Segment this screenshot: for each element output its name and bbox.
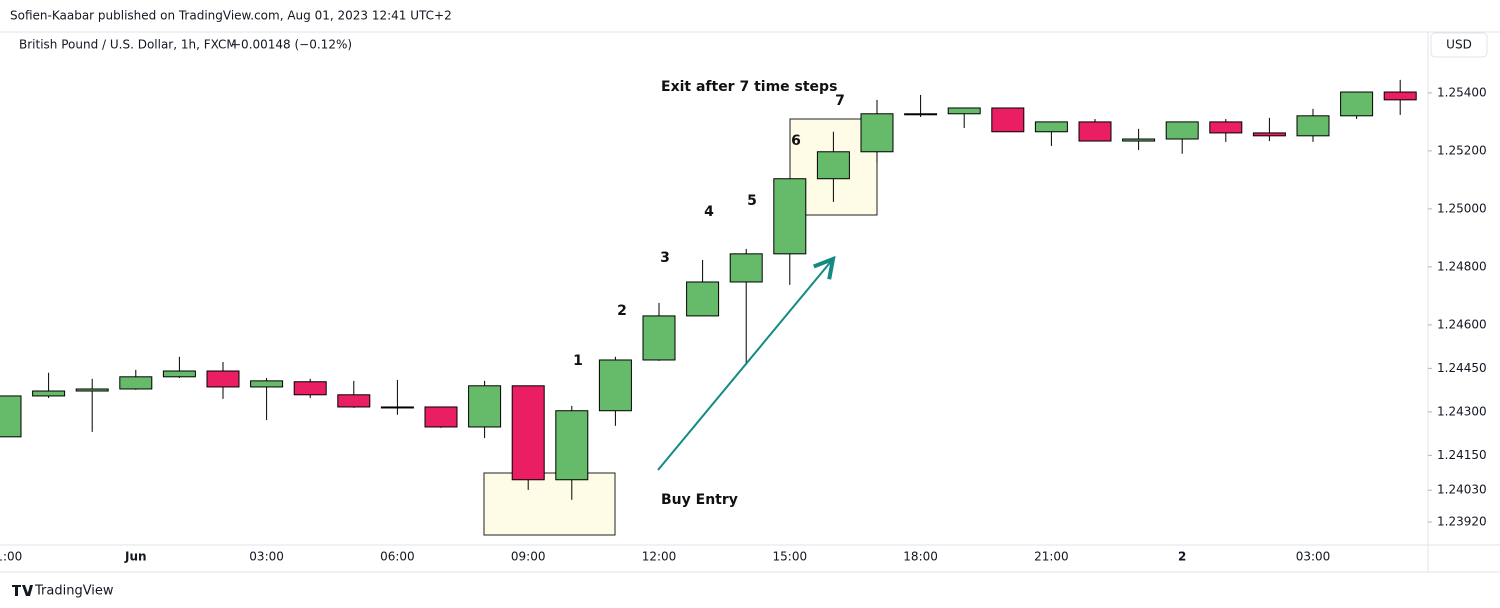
change: −0.00148 (−0.12%) xyxy=(231,38,352,52)
x-tick-label: 12:00 xyxy=(642,550,677,564)
candle-body xyxy=(32,390,66,397)
candle-body xyxy=(773,178,807,255)
candle-body xyxy=(162,370,196,378)
candle-body xyxy=(1296,115,1330,137)
x-tick-label: 21:00 xyxy=(0,550,22,564)
annotation: 1 xyxy=(573,353,583,369)
y-tick-label: 1.24450 xyxy=(1437,361,1487,375)
annotation: 4 xyxy=(704,204,714,220)
candle-body xyxy=(1034,121,1068,133)
x-tick-label: 03:00 xyxy=(1296,550,1331,564)
candle-body xyxy=(380,406,414,409)
entry-box xyxy=(483,472,616,536)
logo xyxy=(12,585,33,596)
candle-body xyxy=(947,107,981,115)
arrow xyxy=(657,259,833,471)
y-tick-label: 1.25200 xyxy=(1437,143,1487,157)
candle-body xyxy=(424,406,458,428)
candle-body xyxy=(860,113,894,153)
symbol: British Pound / U.S. Dollar, 1h, FXCM xyxy=(19,38,237,52)
currency-button[interactable] xyxy=(1430,32,1488,58)
candle-body xyxy=(1209,121,1243,134)
annotation: 7 xyxy=(835,93,845,109)
candle-body xyxy=(1252,132,1286,137)
candle-body xyxy=(1340,91,1374,117)
candle-body xyxy=(555,410,589,481)
x-tick-label: 09:00 xyxy=(511,550,546,564)
annotation: 3 xyxy=(660,250,670,266)
candle-body xyxy=(598,359,632,412)
annotation: Buy Entry xyxy=(661,492,738,508)
annotation: 2 xyxy=(617,303,627,319)
candle-body xyxy=(250,380,284,388)
x-tick-label: 2 xyxy=(1178,550,1186,564)
x-tick-label: 21:00 xyxy=(1034,550,1069,564)
candle-body xyxy=(816,151,850,180)
candle-body xyxy=(293,381,327,396)
annotation: 6 xyxy=(791,133,801,149)
publisher: Sofien-Kaabar published on TradingView.c… xyxy=(10,9,452,23)
candle-body xyxy=(1078,121,1112,142)
y-tick-label: 1.24300 xyxy=(1437,404,1487,418)
y-tick-label: 1.24600 xyxy=(1437,317,1487,331)
candle-body xyxy=(337,394,371,408)
candle-body xyxy=(1165,121,1199,140)
x-tick-label: 15:00 xyxy=(773,550,808,564)
candle-body xyxy=(1122,138,1156,142)
candle-body xyxy=(119,376,153,390)
candle-body xyxy=(686,281,720,317)
currency[interactable]: USD xyxy=(1446,38,1472,52)
y-tick-label: 1.24030 xyxy=(1437,483,1487,497)
candle-body xyxy=(206,370,240,388)
x-tick-label: 03:00 xyxy=(249,550,284,564)
x-tick-label: 18:00 xyxy=(903,550,938,564)
x-tick-label: 06:00 xyxy=(380,550,415,564)
candle-body xyxy=(904,113,938,116)
brand: TradingView xyxy=(34,584,114,599)
candle-body xyxy=(75,388,109,392)
annotation: Exit after 7 time steps xyxy=(661,79,837,95)
candle-body xyxy=(468,385,502,428)
candle-body xyxy=(991,107,1025,133)
candle-body xyxy=(1383,91,1417,101)
y-tick-label: 1.24800 xyxy=(1437,259,1487,273)
plot xyxy=(0,79,1417,500)
y-tick-label: 1.25000 xyxy=(1437,201,1487,215)
x-tick-label: Jun xyxy=(124,550,147,564)
y-tick-label: 1.24150 xyxy=(1437,448,1487,462)
y-tick-label: 1.25400 xyxy=(1437,85,1487,99)
candle-body xyxy=(729,253,763,283)
candle-body xyxy=(511,385,545,481)
candle-body xyxy=(0,395,22,438)
y-tick-label: 1.23920 xyxy=(1437,515,1487,529)
candle-body xyxy=(642,315,676,361)
annotation: 5 xyxy=(747,193,757,209)
